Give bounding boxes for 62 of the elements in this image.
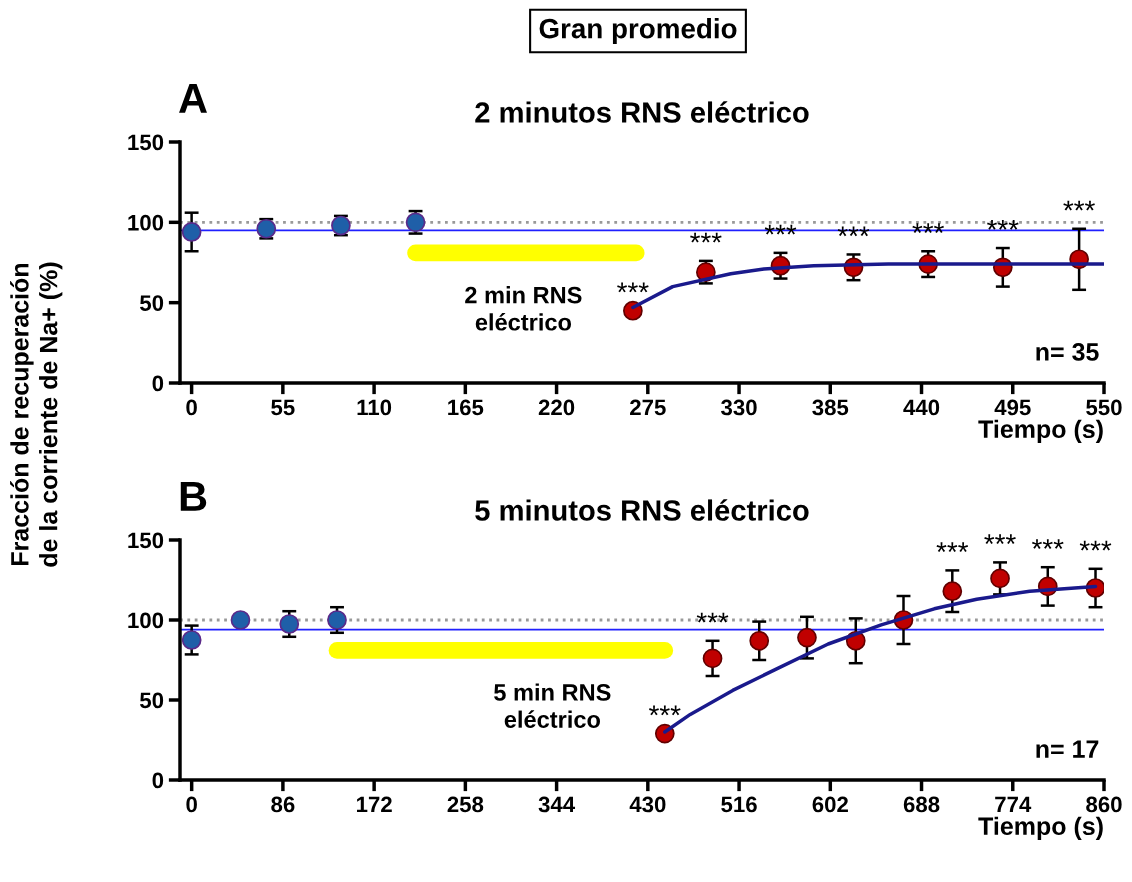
point (181, 222, 202, 242)
annotation: n= 35 (1036, 343, 1099, 361)
annotation: *** (617, 282, 649, 293)
chart-title: 5 minutos RNS eléctrico (475, 499, 809, 521)
point (990, 568, 1010, 589)
y-tick-label: 150 (128, 134, 164, 151)
x-tick-label: 275 (630, 399, 666, 416)
text: B (180, 482, 207, 511)
chart-title: 2 minutos RNS eléctrico (475, 101, 809, 123)
point (279, 614, 300, 634)
x-tick-label: 860 (1086, 796, 1122, 813)
y-tick-label: 100 (128, 612, 164, 629)
x-tick-label: 86 (271, 796, 295, 813)
text: A (179, 84, 207, 113)
annotation: *** (936, 542, 969, 553)
x-tick-label: 688 (903, 796, 940, 813)
x-axis-title: Tiempo (s) (978, 816, 1103, 840)
y-tick-label: 50 (140, 295, 164, 311)
x-tick-label: 344 (538, 796, 576, 813)
y-axis-title: Fracción de recuperación de la corriente de Na+ (%) (10, 262, 63, 567)
x-tick-label: 385 (812, 399, 849, 416)
point (181, 630, 202, 650)
x-tick-label: 330 (721, 399, 757, 416)
annotation: *** (987, 219, 1019, 230)
x-tick-label: 55 (271, 399, 295, 416)
x-tick-label: 516 (721, 796, 757, 813)
annotation: *** (690, 232, 722, 243)
x-tick-label: 258 (447, 796, 484, 813)
x-tick-label: 0 (186, 399, 197, 416)
y-tick-label: 50 (140, 692, 164, 709)
annotation: n= 17 (1036, 740, 1099, 758)
x-tick-label: 110 (357, 399, 392, 416)
text: Gran promedio (539, 18, 737, 44)
x-tick-label: 550 (1086, 399, 1122, 416)
point (797, 627, 817, 648)
annotation: *** (1032, 539, 1064, 549)
x-tick-label: 602 (812, 796, 848, 813)
x-tick-label: 774 (995, 796, 1032, 813)
point (749, 630, 770, 651)
point (942, 581, 963, 602)
y-tick-label: 100 (128, 214, 164, 231)
y-tick-label: 0 (152, 772, 164, 789)
annotation: 2 min RNS eléctrico (465, 286, 582, 331)
x-tick-label: 0 (186, 796, 197, 813)
x-axis-title: Tiempo (s) (978, 419, 1103, 443)
point (327, 610, 347, 630)
annotation: *** (1063, 200, 1095, 211)
x-tick-label: 440 (903, 399, 940, 416)
x-tick-label: 220 (538, 399, 575, 416)
x-tick-label: 172 (357, 796, 392, 813)
annotation: *** (649, 705, 681, 716)
point (230, 610, 251, 630)
x-tick-label: 165 (448, 399, 484, 416)
y-tick-label: 150 (128, 532, 164, 549)
annotation: 5 min RNS eléctrico (494, 683, 611, 728)
x-tick-label: 495 (994, 399, 1031, 416)
y-tick-label: 0 (152, 375, 164, 392)
annotation: *** (696, 612, 729, 623)
annotation: *** (984, 534, 1016, 545)
x-tick-label: 430 (629, 796, 666, 813)
annotation: *** (1079, 540, 1112, 551)
point (702, 648, 723, 669)
